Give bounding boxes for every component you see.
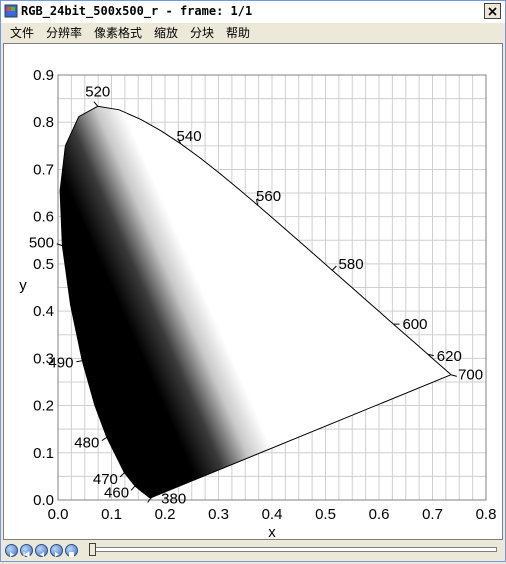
x-tick-label: 0.8 (476, 506, 497, 523)
x-tick-label: 0.6 (369, 506, 390, 523)
gamut-gradient (4, 44, 502, 539)
menu-resolution[interactable]: 分辨率 (46, 24, 82, 41)
y-axis-label: y (19, 277, 27, 294)
forward-icon (51, 549, 62, 560)
x-tick-label: 0.3 (208, 506, 229, 523)
app-icon (4, 4, 18, 18)
window-title: RGB_24bit_500x500_r - frame: 1/1 (21, 4, 252, 18)
wavelength-label: 380 (161, 491, 186, 508)
wavelength-label: 520 (85, 83, 110, 100)
y-tick-label: 0.9 (33, 67, 54, 84)
y-tick-label: 0.1 (33, 445, 54, 462)
menu-file[interactable]: 文件 (10, 24, 34, 41)
x-tick-label: 0.7 (422, 506, 443, 523)
play-button[interactable] (5, 544, 18, 557)
wavelength-label: 620 (437, 348, 462, 365)
wavelength-label: 600 (402, 316, 427, 333)
wavelength-tick (332, 266, 336, 270)
y-tick-label: 0.2 (33, 398, 54, 415)
wavelength-tick (76, 361, 82, 362)
skip-back-icon (21, 549, 32, 560)
first-frame-button[interactable] (20, 544, 33, 557)
y-tick-label: 0.4 (33, 303, 54, 320)
x-axis-label: x (268, 524, 276, 539)
play-icon (6, 549, 17, 560)
menu-help[interactable]: 帮助 (226, 24, 250, 41)
y-tick-label: 0.8 (33, 114, 54, 131)
wavelength-tick (102, 437, 107, 440)
playback-bar (1, 541, 505, 561)
y-tick-label: 0.7 (33, 161, 54, 178)
wavelength-tick (131, 486, 135, 490)
wavelength-label: 500 (29, 235, 54, 252)
next-frame-button[interactable] (50, 544, 63, 557)
menu-tiles[interactable]: 分块 (190, 24, 214, 41)
wavelength-label: 480 (74, 434, 99, 451)
menu-pixel-format[interactable]: 像素格式 (94, 24, 142, 41)
title-bar[interactable]: RGB_24bit_500x500_r - frame: 1/1 (1, 1, 505, 24)
wavelength-tick (94, 102, 98, 107)
x-tick-label: 0.2 (155, 506, 176, 523)
rewind-icon (36, 549, 47, 560)
gamut-fill (4, 44, 502, 539)
wavelength-label: 470 (93, 471, 118, 488)
stop-button[interactable] (65, 544, 78, 557)
x-tick-label: 0.4 (262, 506, 283, 523)
y-tick-label: 0.6 (33, 209, 54, 226)
close-icon (485, 5, 500, 19)
frame-slider-track[interactable] (89, 547, 497, 552)
y-tick-label: 0.5 (33, 256, 54, 273)
x-tick-label: 0.5 (315, 506, 336, 523)
wavelength-label: 560 (256, 188, 281, 205)
wavelength-label: 700 (458, 367, 483, 384)
stop-icon (66, 549, 77, 560)
wavelength-label: 540 (177, 128, 202, 145)
x-tick-label: 0.1 (101, 506, 122, 523)
wavelength-tick (451, 375, 457, 377)
prev-frame-button[interactable] (35, 544, 48, 557)
close-button[interactable] (484, 3, 501, 19)
menu-zoom[interactable]: 缩放 (154, 24, 178, 41)
menu-bar: 文件 分辨率 像素格式 缩放 分块 帮助 (1, 23, 505, 42)
wavelength-label: 490 (48, 354, 73, 371)
wavelength-label: 580 (339, 256, 364, 273)
y-tick-label: 0.0 (33, 492, 54, 509)
frame-slider-thumb[interactable] (89, 543, 96, 556)
